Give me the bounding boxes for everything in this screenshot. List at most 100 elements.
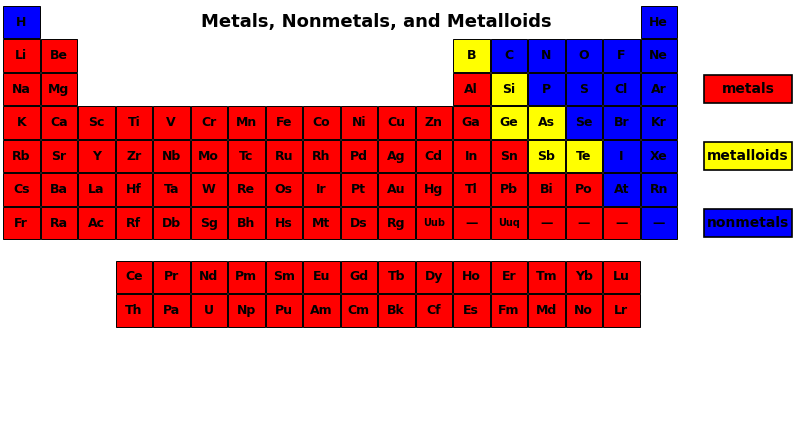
Bar <box>528 173 565 206</box>
Text: Ar: Ar <box>651 83 666 96</box>
Bar <box>641 106 677 139</box>
Text: Sb: Sb <box>538 150 555 163</box>
Text: Ce: Ce <box>125 270 142 283</box>
Bar <box>378 140 414 172</box>
Text: Hf: Hf <box>126 183 142 196</box>
Text: Ac: Ac <box>88 217 105 230</box>
Bar <box>453 40 490 72</box>
Bar <box>341 294 377 326</box>
Bar <box>566 294 602 326</box>
Bar <box>453 294 490 326</box>
Bar <box>41 40 77 72</box>
Bar <box>3 106 39 139</box>
Text: —: — <box>540 217 553 230</box>
Bar <box>704 142 792 170</box>
Text: Ho: Ho <box>462 270 481 283</box>
Bar <box>641 6 677 38</box>
Text: Sc: Sc <box>88 116 105 129</box>
Text: metals: metals <box>722 82 774 96</box>
Text: Db: Db <box>162 217 181 230</box>
Bar <box>603 140 639 172</box>
Bar <box>341 173 377 206</box>
Bar <box>3 73 39 106</box>
Text: Ta: Ta <box>163 183 179 196</box>
Bar <box>641 73 677 106</box>
Text: V: V <box>166 116 176 129</box>
Bar <box>704 209 792 237</box>
Text: Cu: Cu <box>387 116 406 129</box>
Text: metalloids: metalloids <box>707 149 789 163</box>
Bar <box>3 6 39 38</box>
Text: Ru: Ru <box>274 150 293 163</box>
Text: Bi: Bi <box>539 183 553 196</box>
Bar <box>78 207 114 239</box>
Text: K: K <box>17 116 26 129</box>
Text: nonmetals: nonmetals <box>707 216 789 230</box>
Text: Dy: Dy <box>425 270 443 283</box>
Text: Au: Au <box>387 183 406 196</box>
Bar <box>303 207 339 239</box>
Bar <box>266 140 302 172</box>
Text: Md: Md <box>536 304 557 317</box>
Text: Cr: Cr <box>201 116 216 129</box>
Bar <box>228 260 265 293</box>
Bar <box>490 260 527 293</box>
Text: Am: Am <box>310 304 333 317</box>
Text: Pd: Pd <box>350 150 368 163</box>
Text: Es: Es <box>463 304 479 317</box>
Text: Pr: Pr <box>164 270 179 283</box>
Text: Nb: Nb <box>162 150 181 163</box>
Text: Lu: Lu <box>613 270 630 283</box>
Text: In: In <box>465 150 478 163</box>
Text: W: W <box>202 183 216 196</box>
Bar <box>603 106 639 139</box>
Text: —: — <box>578 217 590 230</box>
Text: Si: Si <box>502 83 515 96</box>
Bar <box>190 140 227 172</box>
Text: Cm: Cm <box>348 304 370 317</box>
Bar <box>266 294 302 326</box>
Bar <box>303 106 339 139</box>
Text: As: As <box>538 116 554 129</box>
Bar <box>490 173 527 206</box>
Bar <box>341 140 377 172</box>
Bar <box>228 106 265 139</box>
Bar <box>190 294 227 326</box>
Bar <box>41 173 77 206</box>
Text: Ge: Ge <box>499 116 518 129</box>
Text: Rb: Rb <box>12 150 30 163</box>
Bar <box>566 106 602 139</box>
Text: Pm: Pm <box>235 270 258 283</box>
Bar <box>41 207 77 239</box>
Text: Pt: Pt <box>351 183 366 196</box>
Text: Hg: Hg <box>424 183 443 196</box>
Bar <box>415 294 452 326</box>
Bar <box>603 40 639 72</box>
Text: U: U <box>204 304 214 317</box>
Text: Tl: Tl <box>465 183 478 196</box>
Text: Se: Se <box>575 116 593 129</box>
Text: Uuq: Uuq <box>498 218 520 228</box>
Text: C: C <box>504 49 514 62</box>
Text: Mg: Mg <box>48 83 70 96</box>
Text: Uub: Uub <box>422 218 445 228</box>
Text: Te: Te <box>576 150 591 163</box>
Bar <box>603 173 639 206</box>
Text: Ra: Ra <box>50 217 68 230</box>
Text: Sm: Sm <box>273 270 294 283</box>
Text: O: O <box>578 49 589 62</box>
Bar <box>528 140 565 172</box>
Bar <box>490 73 527 106</box>
Bar <box>415 140 452 172</box>
Text: —: — <box>465 217 478 230</box>
Bar <box>378 207 414 239</box>
Bar <box>3 207 39 239</box>
Bar <box>153 260 190 293</box>
Text: P: P <box>542 83 551 96</box>
Text: Br: Br <box>614 116 629 129</box>
Text: Fm: Fm <box>498 304 519 317</box>
Text: Pa: Pa <box>162 304 180 317</box>
Bar <box>228 173 265 206</box>
Text: Ga: Ga <box>462 116 481 129</box>
Bar <box>3 40 39 72</box>
